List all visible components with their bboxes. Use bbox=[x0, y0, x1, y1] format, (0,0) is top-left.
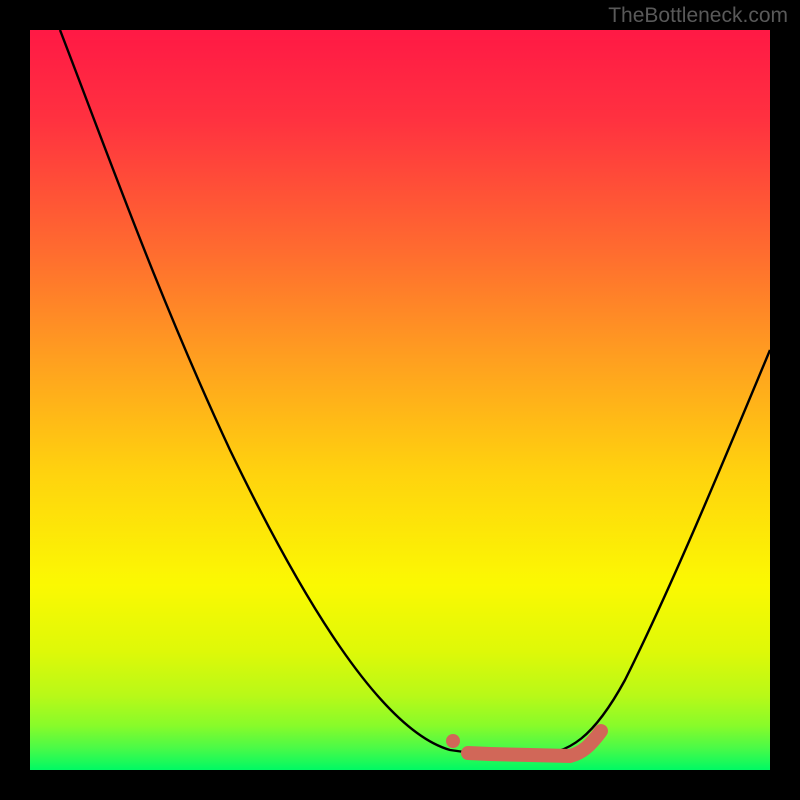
bottleneck-curve bbox=[60, 30, 770, 755]
curve-layer bbox=[30, 30, 770, 770]
attribution-text: TheBottleneck.com bbox=[0, 0, 800, 30]
plot-area bbox=[30, 30, 770, 770]
flat-segment-highlight bbox=[468, 731, 601, 756]
chart-container: TheBottleneck.com bbox=[0, 0, 800, 800]
left-dot bbox=[446, 734, 460, 748]
